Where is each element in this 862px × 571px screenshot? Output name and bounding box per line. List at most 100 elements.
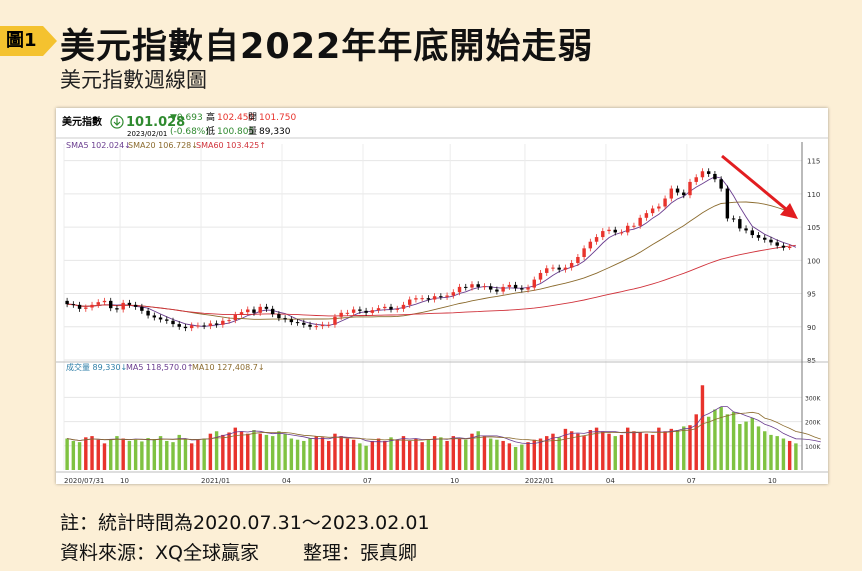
volume-bar bbox=[582, 436, 586, 470]
candle-body bbox=[221, 320, 225, 325]
volume-bar bbox=[781, 438, 786, 470]
volume-bar bbox=[787, 440, 792, 470]
volume-bar bbox=[482, 436, 487, 470]
header-change: ▼0.693 bbox=[170, 113, 203, 123]
candle-body bbox=[109, 300, 113, 309]
volume-bar bbox=[488, 438, 493, 470]
candle-body bbox=[520, 288, 524, 290]
volume-bar bbox=[501, 440, 505, 470]
volume-bar bbox=[750, 417, 754, 470]
volume-bar bbox=[165, 440, 169, 470]
candle-body bbox=[202, 325, 206, 327]
trend-arrow bbox=[721, 154, 798, 219]
candle-body bbox=[644, 213, 649, 218]
volume-bar bbox=[713, 409, 717, 470]
volume-bar bbox=[252, 430, 256, 470]
candle-body bbox=[495, 289, 499, 292]
candle-body bbox=[339, 312, 343, 317]
candle-body bbox=[302, 322, 306, 325]
tag-arrow-icon bbox=[42, 26, 57, 56]
volume-bar bbox=[644, 433, 649, 470]
volume-bar bbox=[706, 416, 711, 470]
volume-ma10-line bbox=[67, 411, 821, 442]
legend-sma60: SMA60 103.425↑ bbox=[196, 141, 266, 150]
candle-body bbox=[476, 284, 480, 287]
volume-bar bbox=[669, 428, 674, 470]
volume-bar bbox=[432, 436, 437, 470]
candle-body bbox=[358, 309, 362, 311]
candle-body bbox=[121, 302, 125, 310]
candle-body bbox=[445, 295, 449, 297]
price-tick-label: 100 bbox=[807, 257, 820, 265]
price-tick-label: 110 bbox=[807, 191, 820, 199]
volume-bar bbox=[464, 439, 468, 470]
candle-body bbox=[607, 229, 611, 232]
candle-body bbox=[787, 247, 792, 249]
volume-bar bbox=[71, 440, 76, 470]
volume-bar bbox=[115, 436, 119, 470]
header-open: 101.750 bbox=[259, 113, 296, 123]
volume-bar bbox=[563, 428, 568, 470]
volume-bar bbox=[333, 433, 337, 470]
candle-body bbox=[451, 292, 456, 296]
candle-body bbox=[744, 228, 748, 231]
price-tick-label: 95 bbox=[807, 291, 816, 299]
volume-bar bbox=[513, 447, 518, 470]
time-tick-label: 10 bbox=[120, 477, 129, 484]
volume-bar bbox=[208, 433, 213, 470]
note-source: 資料來源：XQ全球贏家 bbox=[60, 542, 259, 564]
candle-body bbox=[71, 304, 76, 306]
candle-body bbox=[738, 219, 742, 229]
volume-bar bbox=[682, 426, 686, 470]
candle-body bbox=[731, 218, 736, 220]
volume-bar bbox=[719, 407, 723, 470]
candle-body bbox=[289, 319, 294, 323]
candle-body bbox=[688, 181, 692, 196]
volume-bar bbox=[264, 434, 269, 470]
volume-bar bbox=[77, 442, 82, 470]
candle-body bbox=[295, 322, 300, 324]
volume-bar bbox=[320, 437, 325, 470]
legend-vma5: MA5 118,570.0↑ bbox=[126, 363, 193, 372]
volume-bar bbox=[688, 425, 692, 470]
time-tick-label: 2022/01 bbox=[525, 477, 554, 484]
volume-bar bbox=[700, 385, 705, 470]
candle-body bbox=[183, 326, 188, 329]
candle-body bbox=[700, 171, 705, 178]
down-arrow-icon-glyph bbox=[113, 118, 121, 126]
volume-bar bbox=[383, 440, 387, 470]
candle-body bbox=[526, 287, 530, 290]
source-line: 資料來源：XQ全球贏家 整理：張真卿 bbox=[60, 538, 417, 565]
price-tick-label: 105 bbox=[807, 224, 820, 232]
volume-tick-label: 300K bbox=[805, 395, 821, 402]
candle-body bbox=[601, 231, 605, 238]
volume-bar bbox=[407, 440, 412, 470]
candle-body bbox=[470, 284, 474, 288]
volume-bar bbox=[401, 436, 406, 470]
volume-tick-label: 200K bbox=[805, 420, 821, 427]
candle-body bbox=[719, 179, 723, 189]
candle-body bbox=[582, 248, 586, 257]
candle-body bbox=[102, 300, 107, 303]
volume-bar bbox=[96, 439, 100, 470]
candle-body bbox=[252, 309, 256, 313]
legend-sma20: SMA20 106.728↓ bbox=[128, 141, 198, 150]
volume-bar bbox=[769, 434, 773, 470]
volume-bar bbox=[158, 436, 163, 470]
candle-body bbox=[638, 217, 642, 226]
volume-bar bbox=[109, 439, 113, 470]
candle-body bbox=[632, 225, 636, 227]
candle-body bbox=[165, 319, 169, 321]
time-tick-label: 04 bbox=[606, 477, 615, 484]
volume-bar bbox=[171, 442, 175, 470]
volume-bar bbox=[495, 439, 499, 470]
candle-body bbox=[706, 171, 711, 174]
candle-body bbox=[551, 267, 555, 269]
chart-grid bbox=[63, 144, 802, 470]
candle-body bbox=[127, 302, 132, 305]
chart-panel: 85 90 95 100 105 110 115 100K 200K 300K 2020/07/31… bbox=[56, 108, 828, 484]
volume-bar bbox=[84, 437, 88, 470]
chart-axes: 85 90 95 100 105 110 115 100K 200K 300K 2020/07/31… bbox=[56, 137, 828, 484]
candle-body bbox=[781, 245, 786, 248]
candle-body bbox=[569, 262, 574, 268]
